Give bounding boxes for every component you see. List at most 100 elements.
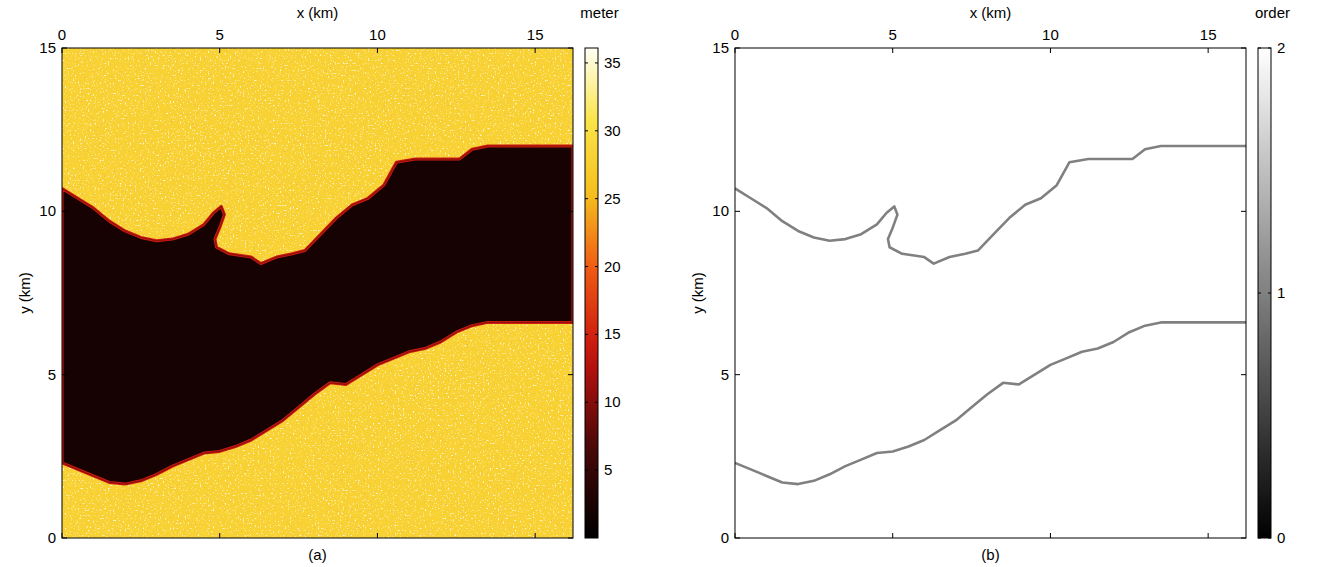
colorbar-tick-label: 2 <box>1277 39 1285 56</box>
y-axis-title: y (km) <box>689 272 706 314</box>
x-tick <box>377 48 378 53</box>
colorbar <box>1258 48 1271 538</box>
bank-line <box>62 146 573 264</box>
colorbar-tick <box>585 62 588 63</box>
y-tick-label: 10 <box>712 202 729 219</box>
x-tick <box>735 48 736 53</box>
x-axis-title: x (km) <box>297 4 339 21</box>
y-tick <box>735 211 740 212</box>
panel-label: (b) <box>981 546 999 563</box>
y-tick <box>568 211 573 212</box>
y-tick <box>568 48 573 49</box>
x-tick-label: 15 <box>1200 26 1217 43</box>
x-tick-label: 15 <box>527 26 544 43</box>
y-tick <box>62 211 67 212</box>
y-tick-label: 5 <box>721 366 729 383</box>
colorbar-tick <box>1258 293 1261 294</box>
colorbar-tick <box>595 470 598 471</box>
colorbar-tick <box>1268 538 1271 539</box>
colorbar-tick <box>585 402 588 403</box>
plot-area <box>735 48 1246 538</box>
colorbar-tick <box>585 334 588 335</box>
plot-area <box>62 48 573 538</box>
figure: 051015051015x (km)y (km)(a)5101520253035… <box>0 0 1329 567</box>
colorbar-tick-label: 35 <box>604 54 621 71</box>
colorbar-tick <box>595 334 598 335</box>
x-tick <box>735 533 736 538</box>
y-tick-label: 15 <box>39 39 56 56</box>
edge-line <box>735 146 1246 264</box>
x-tick-label: 0 <box>731 26 739 43</box>
y-tick <box>1241 374 1246 375</box>
y-tick <box>1241 538 1246 539</box>
colorbar-tick-label: 0 <box>1277 529 1285 546</box>
y-tick-label: 10 <box>39 202 56 219</box>
background-cells <box>735 48 1246 538</box>
colorbar-tick-label: 30 <box>604 122 621 139</box>
texture <box>62 48 573 538</box>
colorbar-tick-label: 5 <box>604 461 612 478</box>
y-tick <box>735 374 740 375</box>
x-tick-label: 5 <box>216 26 224 43</box>
x-tick <box>535 48 536 53</box>
y-tick <box>62 48 67 49</box>
edge-line <box>735 322 1246 484</box>
y-tick <box>62 374 67 375</box>
panel: 051015051015x (km)y (km)(a)5101520253035… <box>16 4 621 563</box>
y-tick-label: 15 <box>712 39 729 56</box>
frame <box>62 48 573 538</box>
x-tick <box>1050 48 1051 53</box>
colorbar <box>585 48 598 538</box>
y-tick-label: 0 <box>48 529 56 546</box>
x-tick <box>62 48 63 53</box>
y-tick <box>1241 211 1246 212</box>
colorbar-tick <box>585 470 588 471</box>
x-tick <box>219 48 220 53</box>
panel-label: (a) <box>308 546 326 563</box>
x-axis-title: x (km) <box>970 4 1012 21</box>
colorbar-title: meter <box>580 4 618 21</box>
x-tick <box>219 533 220 538</box>
x-tick <box>377 533 378 538</box>
colorbar-tick-label: 10 <box>604 393 621 410</box>
colorbar-tick <box>1268 48 1271 49</box>
colorbar-tick <box>585 266 588 267</box>
colorbar-title: order <box>1255 4 1290 21</box>
colorbar-tick <box>585 130 588 131</box>
y-tick-label: 5 <box>48 366 56 383</box>
colorbar-tick <box>1258 48 1261 49</box>
y-tick <box>568 374 573 375</box>
x-tick-label: 10 <box>369 26 386 43</box>
y-tick <box>735 48 740 49</box>
y-tick <box>568 538 573 539</box>
x-tick <box>62 533 63 538</box>
y-axis-title: y (km) <box>16 272 33 314</box>
texture <box>62 48 573 538</box>
colorbar-tick <box>585 198 588 199</box>
colorbar-tick <box>595 130 598 131</box>
x-tick <box>535 533 536 538</box>
y-tick <box>1241 48 1246 49</box>
colorbar-tick <box>595 198 598 199</box>
colorbar-tick <box>1258 538 1261 539</box>
x-tick-label: 5 <box>889 26 897 43</box>
colorbar-tick <box>595 402 598 403</box>
colorbar-tick-label: 20 <box>604 258 621 275</box>
y-tick <box>62 538 67 539</box>
y-tick <box>735 538 740 539</box>
colorbar-tick-label: 25 <box>604 190 621 207</box>
x-tick <box>1050 533 1051 538</box>
colorbar-tick-label: 1 <box>1277 284 1285 301</box>
y-tick-label: 0 <box>721 529 729 546</box>
x-tick <box>1208 48 1209 53</box>
panel: 051015051015x (km)y (km)(b)012order <box>689 4 1290 563</box>
colorbar-tick <box>595 266 598 267</box>
colorbar-tick-label: 15 <box>604 325 621 342</box>
x-tick <box>892 48 893 53</box>
water-cells <box>62 146 573 484</box>
frame <box>735 48 1246 538</box>
land-cells <box>62 48 573 538</box>
x-tick <box>1208 533 1209 538</box>
bank-line <box>62 322 573 484</box>
colorbar-tick <box>1268 293 1271 294</box>
